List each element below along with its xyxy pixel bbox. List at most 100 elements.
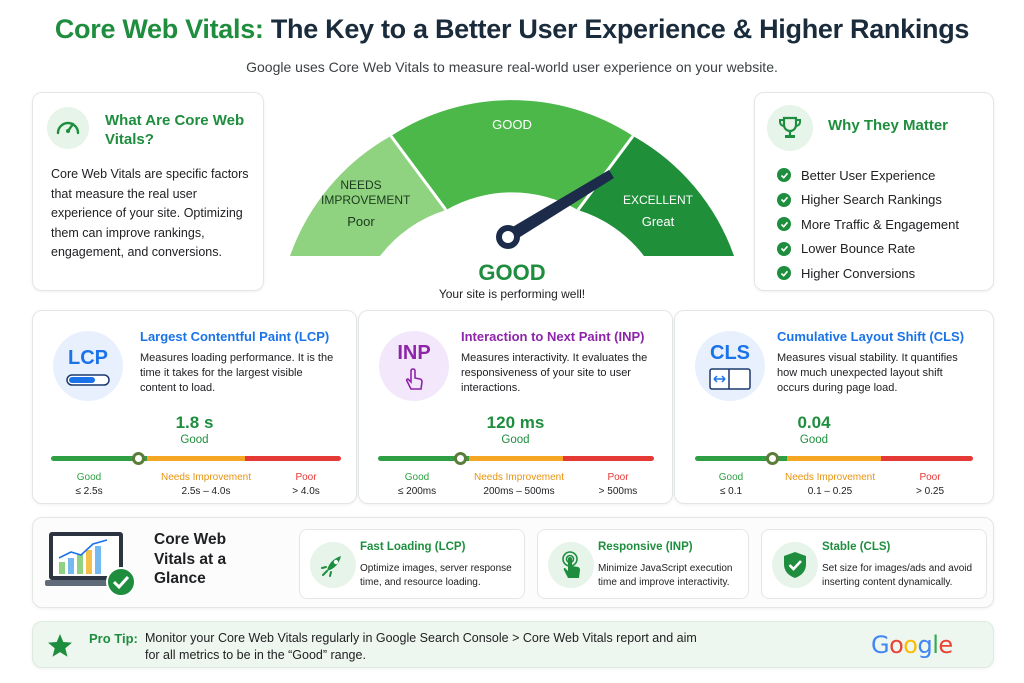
what-are-title: What Are Core Web Vitals? — [105, 112, 245, 148]
inp-scale-bar — [378, 456, 654, 461]
inp-scale-marker — [454, 452, 468, 465]
scale-good-label: Good — [76, 472, 102, 483]
glance-text: Minimize JavaScript execution time and i… — [598, 563, 733, 588]
scale-good-range: ≤ 200ms — [397, 486, 437, 497]
cls-description: Measures visual stability. It quantifies… — [777, 352, 958, 394]
what-are-body: Core Web Vitals are specific factors tha… — [51, 167, 249, 259]
page-title: Core Web Vitals: The Key to a Better Use… — [0, 14, 1024, 45]
check-icon — [777, 192, 791, 207]
rocket-icon — [310, 542, 356, 588]
cls-badge: CLS — [695, 331, 765, 401]
scale-ni-label: Needs Improvement — [784, 472, 876, 483]
scale-ni-range: 0.1 – 0.25 — [807, 486, 853, 497]
gauge-status: GOOD — [478, 260, 546, 285]
pointer-hand-icon — [405, 367, 423, 390]
inp-name: Interaction to Next Paint (INP) — [461, 329, 645, 344]
list-item: Higher Conversions — [777, 261, 959, 286]
cls-name: Cumulative Layout Shift (CLS) — [777, 329, 965, 344]
lcp-scale-marker — [131, 452, 145, 465]
scale-good-label: Good — [718, 472, 744, 483]
layout-shift-icon — [709, 368, 751, 390]
tap-icon — [548, 542, 594, 588]
check-icon — [777, 217, 791, 232]
list-item: Higher Search Rankings — [777, 188, 959, 213]
scale-good-label: Good — [404, 472, 430, 483]
google-logo: Google — [871, 631, 953, 659]
gauge-sub-great: Great — [641, 214, 675, 229]
why-item-label: Better User Experience — [801, 167, 936, 183]
title-rest: The Key to a Better User Experience & Hi… — [270, 14, 970, 44]
why-matter-card: Why They Matter Better User Experience H… — [754, 92, 994, 291]
glance-head: Responsive (INP) — [598, 541, 693, 553]
why-matter-title: Why They Matter — [828, 117, 949, 134]
gauge-needle — [496, 170, 614, 249]
glance-item-stable: Stable (CLS) Set size for images/ads and… — [761, 529, 987, 599]
gauge-label-excellent: EXCELLENT — [622, 193, 694, 207]
lcp-name: Largest Contentful Paint (LCP) — [140, 329, 330, 344]
check-icon — [777, 266, 791, 281]
scale-poor-range: > 0.25 — [915, 486, 945, 497]
title-highlight: Core Web Vitals: — [54, 14, 264, 44]
cls-value: 0.04 — [797, 413, 831, 432]
list-item: More Traffic & Engagement — [777, 212, 959, 237]
cls-scale-bar — [695, 456, 973, 461]
scale-ni-range: 2.5s – 4.0s — [181, 486, 231, 497]
gauge-segment-excellent — [578, 136, 734, 256]
cls-scale-marker — [766, 452, 780, 465]
inp-badge: INP — [379, 331, 449, 401]
glance-text: Optimize images, server response time, a… — [360, 563, 512, 588]
cls-abbr: CLS — [710, 342, 750, 364]
list-item: Lower Bounce Rate — [777, 237, 959, 262]
gauge-status-text: Your site is performing well! — [438, 287, 586, 301]
what-are-card: What Are Core Web Vitals? Core Web Vital… — [32, 92, 264, 291]
pro-tip-banner: Pro Tip: Monitor your Core Web Vitals re… — [32, 621, 994, 668]
shield-check-icon — [772, 542, 818, 588]
gauge-label-good: GOOD — [492, 117, 532, 132]
pro-tip-label: Pro Tip: — [89, 631, 138, 646]
at-a-glance-panel: Core Web Vitals at a Glance Fast Loading… — [32, 517, 994, 608]
gauge-label-needs-improvement: NEEDS IMPROVEMENT — [321, 178, 411, 207]
lcp-value: 1.8 s — [175, 413, 214, 432]
gauge-segment-needs-improvement — [290, 136, 446, 256]
glance-text: Set size for images/ads and avoid insert… — [822, 563, 973, 588]
scale-poor-label: Poor — [295, 472, 317, 483]
gauge-sub-poor: Poor — [347, 214, 375, 229]
inp-description: Measures interactivity. It evaluates the… — [461, 352, 648, 394]
why-item-label: More Traffic & Engagement — [801, 216, 960, 232]
glance-head: Stable (CLS) — [822, 541, 891, 553]
scale-poor-label: Poor — [607, 472, 629, 483]
why-matter-list: Better User Experience Higher Search Ran… — [777, 163, 959, 286]
why-item-label: Higher Search Rankings — [801, 192, 942, 208]
scale-poor-range: > 4.0s — [292, 486, 320, 497]
scale-ni-range: 200ms – 500ms — [483, 486, 555, 497]
metric-card-cls: CLS Cumulative Layout Shift (CLS) Measur… — [674, 310, 994, 504]
scale-ni-label: Needs Improvement — [473, 472, 565, 483]
trophy-icon — [767, 105, 813, 151]
scale-poor-label: Poor — [919, 472, 941, 483]
page-subtitle: Google uses Core Web Vitals to measure r… — [246, 59, 778, 75]
star-icon — [48, 634, 72, 657]
loading-bar-icon — [66, 373, 110, 386]
scale-good-range: ≤ 2.5s — [75, 486, 103, 497]
cls-rating: Good — [799, 434, 829, 446]
lcp-description: Measures loading performance. It is the … — [140, 352, 334, 394]
lcp-rating: Good — [180, 434, 209, 446]
laptop-chart-icon — [45, 532, 136, 597]
why-item-label: Higher Conversions — [801, 265, 916, 281]
scale-poor-range: > 500ms — [598, 486, 638, 497]
inp-abbr: INP — [397, 341, 431, 364]
gauge-svg — [290, 100, 734, 256]
at-a-glance-title: Core Web Vitals at a Glance — [154, 531, 227, 587]
gauge-segment-good — [391, 100, 633, 210]
lcp-scale-bar — [51, 456, 341, 461]
metric-card-lcp: LCP Largest Contentful Paint (LCP) Measu… — [32, 310, 357, 504]
why-item-label: Lower Bounce Rate — [801, 241, 916, 257]
performance-gauge: NEEDS IMPROVEMENT Poor GOOD EXCELLENT Gr… — [282, 86, 742, 286]
inp-rating: Good — [501, 434, 530, 446]
check-icon — [777, 241, 791, 256]
glance-item-responsive: Responsive (INP) Minimize JavaScript exe… — [537, 529, 749, 599]
scale-good-range: ≤ 0.1 — [719, 486, 743, 497]
metric-card-inp: INP Interaction to Next Paint (INP) Meas… — [358, 310, 673, 504]
inp-value: 120 ms — [486, 413, 545, 432]
scale-ni-label: Needs Improvement — [160, 472, 252, 483]
